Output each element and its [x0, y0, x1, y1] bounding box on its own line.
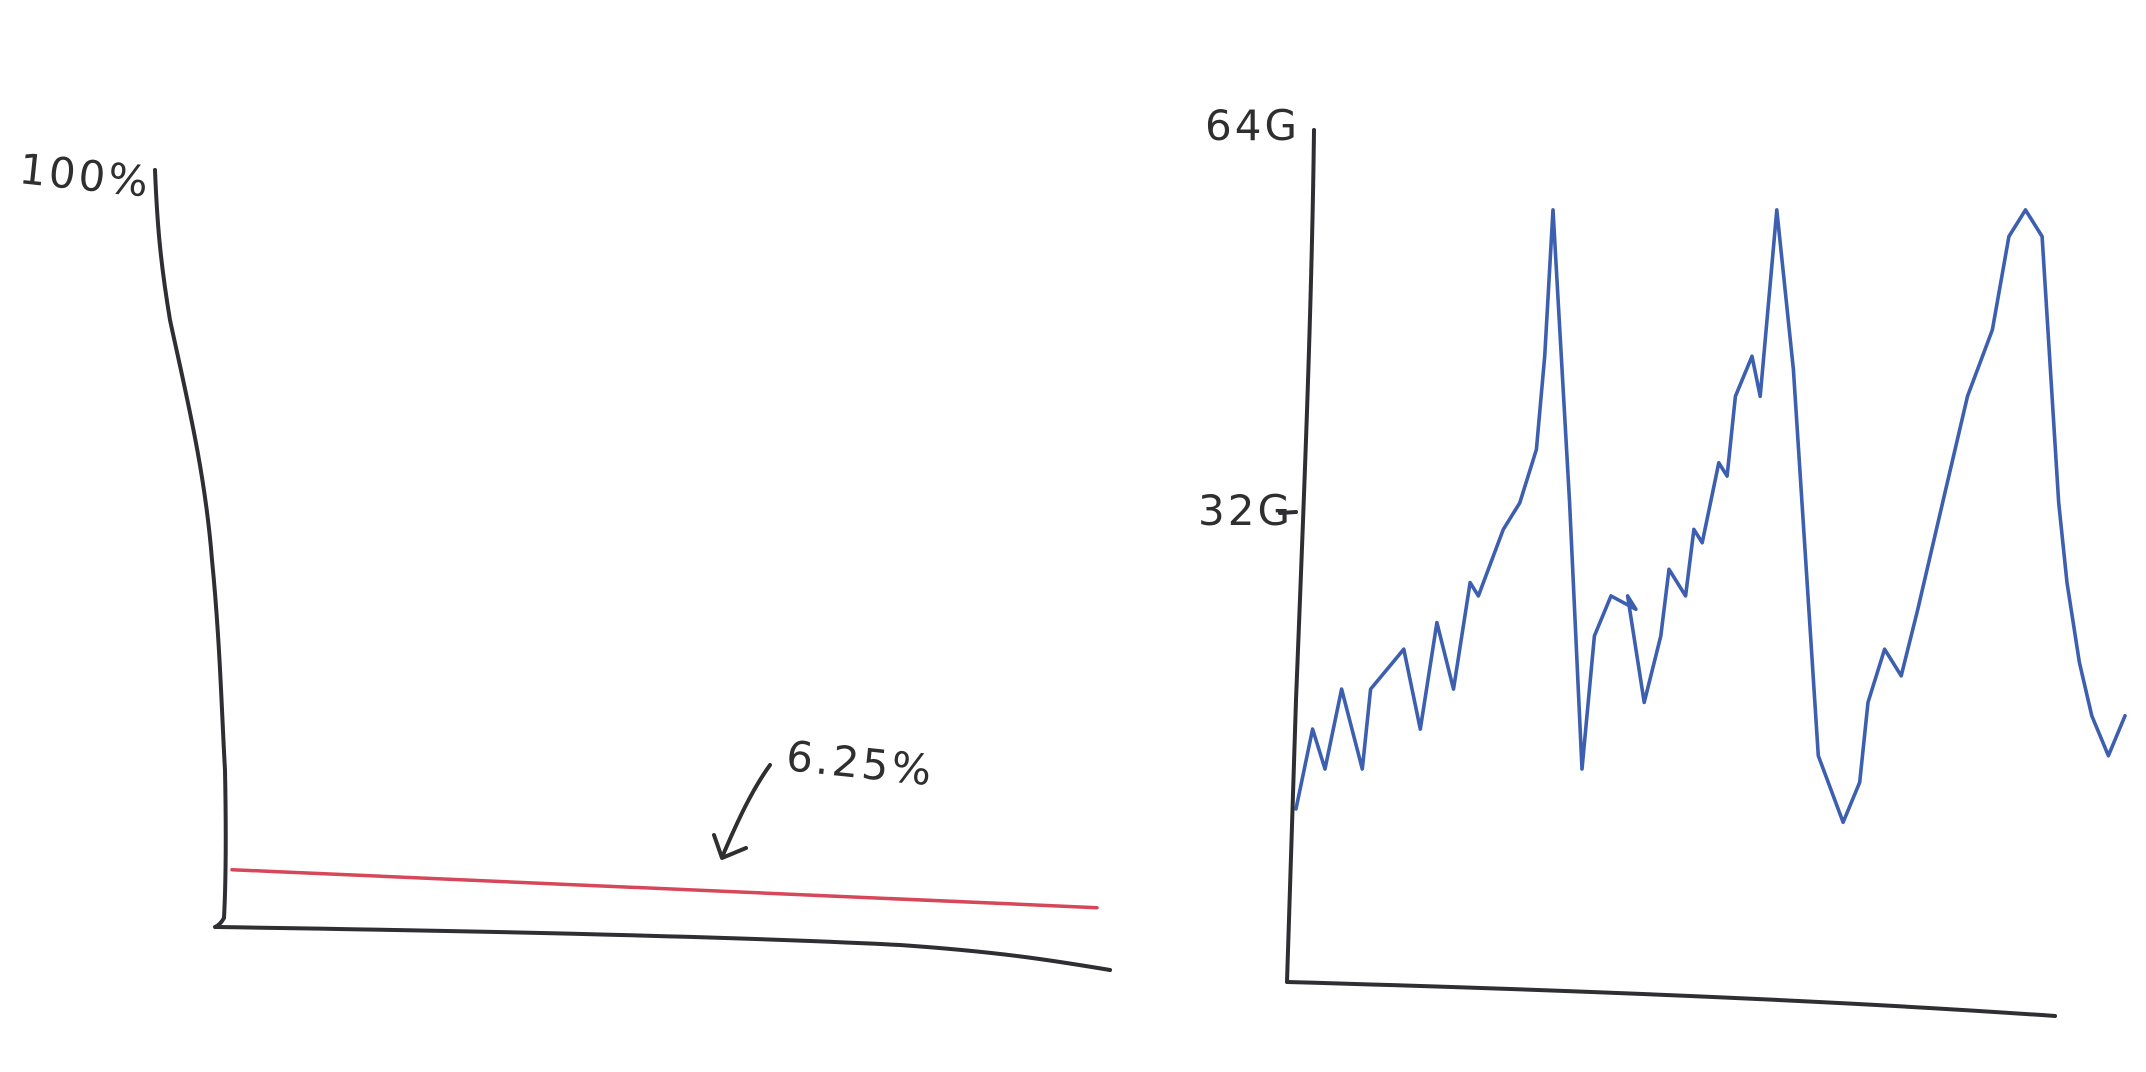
left-x-axis — [214, 925, 1112, 972]
right-y-tick-label-mid: 32G — [1198, 486, 1293, 535]
right-y-tick-label-top: 64G — [1205, 101, 1300, 150]
right-y-axis — [1285, 128, 1316, 984]
left-annotation-label: 6.25% — [784, 731, 937, 795]
left-y-tick-label-top: 100% — [17, 144, 153, 207]
right-x-axis — [1285, 980, 2057, 1018]
right-y-tick-mark — [1278, 510, 1298, 515]
annotation-arrow-icon — [712, 763, 772, 860]
left-y-axis — [153, 168, 228, 929]
left-chart: 100% 6.25% — [17, 144, 1112, 972]
right-chart: 64G 32G — [1198, 101, 2127, 1018]
right-series-line — [1294, 208, 2127, 825]
left-series-line — [230, 867, 1099, 910]
